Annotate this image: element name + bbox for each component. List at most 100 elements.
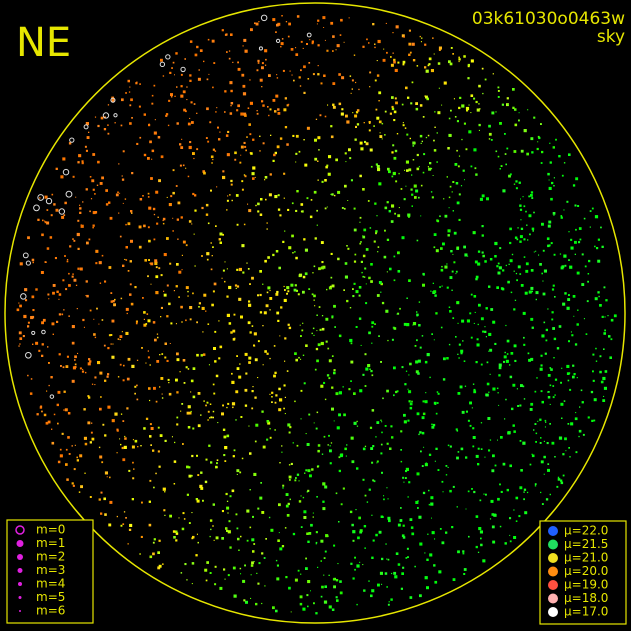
star xyxy=(569,456,571,458)
star xyxy=(151,149,155,153)
star xyxy=(177,201,181,205)
star xyxy=(74,444,76,446)
star xyxy=(176,391,179,394)
star xyxy=(498,404,500,406)
star xyxy=(183,518,186,520)
star xyxy=(450,109,452,112)
star xyxy=(175,285,178,288)
star xyxy=(384,134,386,136)
star xyxy=(233,337,236,340)
star xyxy=(603,348,605,350)
star xyxy=(506,97,509,100)
star xyxy=(576,323,579,326)
star xyxy=(118,212,120,214)
star xyxy=(564,437,567,441)
bright-star xyxy=(37,194,45,201)
star xyxy=(249,283,251,285)
star xyxy=(320,82,323,85)
star xyxy=(409,137,411,140)
star xyxy=(261,602,263,605)
star xyxy=(104,280,107,283)
bright-star xyxy=(25,260,31,266)
star xyxy=(565,450,567,452)
star xyxy=(266,291,269,294)
star xyxy=(173,483,176,485)
star xyxy=(97,361,101,365)
star xyxy=(481,67,484,70)
star xyxy=(448,207,450,209)
star xyxy=(478,527,482,531)
star xyxy=(161,397,164,399)
star xyxy=(228,285,232,290)
star xyxy=(226,199,229,202)
star xyxy=(155,266,158,269)
star xyxy=(246,136,248,138)
star xyxy=(229,546,232,549)
star xyxy=(424,552,426,554)
star xyxy=(259,135,261,137)
star xyxy=(282,484,285,487)
star xyxy=(346,444,348,446)
star xyxy=(127,357,131,361)
star xyxy=(95,249,99,253)
star xyxy=(491,525,495,529)
star xyxy=(475,275,479,279)
star xyxy=(355,125,357,127)
star xyxy=(489,439,492,441)
star xyxy=(234,158,237,161)
star xyxy=(442,378,446,381)
star xyxy=(111,355,115,359)
star xyxy=(155,190,159,194)
star xyxy=(313,422,315,424)
star xyxy=(211,39,215,43)
star xyxy=(416,239,419,242)
star xyxy=(175,530,178,533)
star xyxy=(93,180,95,182)
star xyxy=(340,503,343,506)
star xyxy=(174,441,176,444)
star xyxy=(554,296,556,298)
star xyxy=(86,136,90,139)
star xyxy=(435,412,438,415)
star xyxy=(440,326,443,329)
star xyxy=(323,600,328,604)
bright-star xyxy=(258,46,263,51)
star xyxy=(432,282,434,284)
star xyxy=(476,338,479,341)
star xyxy=(200,414,202,416)
star xyxy=(514,108,517,111)
star xyxy=(79,367,82,370)
star xyxy=(374,46,376,49)
star xyxy=(241,457,244,460)
star xyxy=(409,518,413,521)
star xyxy=(421,37,423,39)
star xyxy=(210,189,212,192)
star xyxy=(188,474,192,478)
star xyxy=(420,184,423,187)
star xyxy=(264,585,266,587)
star xyxy=(330,135,334,139)
star xyxy=(393,279,396,282)
star xyxy=(189,318,192,321)
star xyxy=(135,82,138,85)
star xyxy=(333,369,336,372)
star xyxy=(24,288,28,292)
star xyxy=(149,555,153,559)
star xyxy=(404,477,407,479)
star xyxy=(50,214,53,217)
star xyxy=(450,47,453,49)
star xyxy=(320,341,324,346)
star xyxy=(91,437,95,441)
star xyxy=(298,150,301,153)
star xyxy=(176,423,179,426)
star xyxy=(324,39,326,41)
star xyxy=(218,320,220,322)
star xyxy=(462,552,465,555)
star xyxy=(245,372,248,375)
star xyxy=(509,540,512,543)
star xyxy=(218,238,221,241)
star xyxy=(375,230,378,233)
star xyxy=(259,496,263,500)
star xyxy=(357,536,360,540)
star xyxy=(119,335,123,338)
